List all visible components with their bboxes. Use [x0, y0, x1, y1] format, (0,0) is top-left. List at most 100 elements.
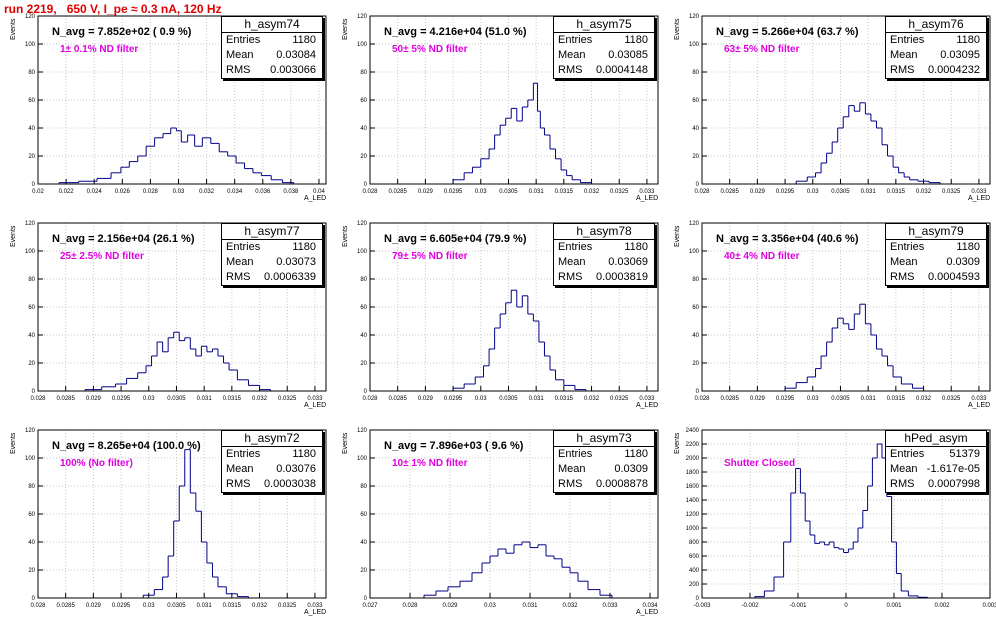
histogram-name: h_asym78: [554, 224, 654, 240]
stats-key: Mean: [890, 256, 918, 268]
stats-row: Mean 0.03084: [222, 48, 322, 63]
x-tick-label: 0.031: [197, 603, 213, 609]
y-tick-label: 0: [696, 596, 700, 602]
n-avg-label: N_avg = 7.852e+02 ( 0.9 %): [52, 26, 192, 38]
x-tick-label: 0.031: [522, 603, 538, 609]
n-avg-label: N_avg = 7.896e+03 ( 9.6 %): [384, 440, 524, 452]
x-tick-label: 0.028: [694, 189, 710, 195]
x-tick-label: 0.03: [475, 396, 487, 402]
plot-frame: [37, 222, 327, 392]
x-tick-label: 0.02: [32, 189, 44, 195]
histogram-name: h_asym72: [222, 431, 322, 447]
stats-row: Mean 0.03076: [222, 462, 322, 477]
y-tick-label: 80: [692, 70, 699, 76]
x-tick-label: 0.0285: [389, 396, 408, 402]
stats-row: Mean 0.03073: [222, 255, 322, 270]
x-tick-label: 0: [844, 603, 848, 609]
x-tick-label: 0.028: [694, 396, 710, 402]
y-tick-label: 40: [360, 126, 367, 132]
y-tick-label: 60: [28, 98, 35, 104]
stats-row: Entries 1180: [554, 33, 654, 48]
n-avg-label: N_avg = 5.266e+04 (63.7 %): [716, 26, 859, 38]
stats-value: 1180: [624, 34, 648, 46]
histogram-bins: [142, 449, 249, 598]
x-tick-label: 0.0325: [610, 189, 629, 195]
stats-key: RMS: [226, 271, 251, 283]
stats-row: RMS 0.0006339: [222, 270, 322, 285]
y-tick-label: 40: [360, 333, 367, 339]
x-tick-label: -0.001: [789, 603, 807, 609]
stats-row: Entries 51379: [886, 447, 986, 462]
y-tick-label: 0: [696, 182, 700, 188]
histogram-name: h_asym77: [222, 224, 322, 240]
x-tick-label: 0.032: [916, 396, 932, 402]
x-tick-label: 0.031: [861, 396, 877, 402]
stats-row: RMS 0.0007998: [886, 477, 986, 492]
stats-row: Entries 1180: [554, 240, 654, 255]
stats-box: hPed_asym Entries 51379 Mean -1.617e-05 RMS 0.…: [885, 430, 987, 493]
x-axis-label: A_LED: [968, 402, 991, 409]
y-tick-label: 20: [692, 361, 699, 367]
plot-frame: [37, 15, 327, 185]
x-tick-label: 0.0305: [167, 603, 186, 609]
y-tick-label: 20: [28, 361, 35, 367]
x-tick-label: 0.033: [639, 189, 655, 195]
y-axis-label: Events: [674, 18, 681, 40]
histogram-name: h_asym74: [222, 17, 322, 33]
stats-row: Mean 0.0309: [886, 255, 986, 270]
y-tick-label: 100: [689, 42, 700, 48]
x-tick-label: 0.032: [252, 396, 268, 402]
y-tick-label: 120: [25, 428, 36, 434]
x-axis-label: A_LED: [304, 609, 327, 616]
stats-value: -1.617e-05: [926, 463, 980, 475]
filter-label: 1± 0.1% ND filter: [60, 44, 139, 55]
filter-label: 100% (No filter): [60, 458, 133, 469]
x-tick-label: 0.024: [87, 189, 103, 195]
histogram-panel-h_asym75: 0 20 40 60 80 100 120 0.028 0.0285 0.029 0.0295 0.0…: [332, 0, 664, 207]
filter-label: Shutter Closed: [724, 458, 796, 469]
x-tick-label: 0.029: [442, 603, 458, 609]
histogram-name: h_asym79: [886, 224, 986, 240]
stats-value: 1180: [956, 241, 980, 253]
x-tick-label: 0.03: [807, 396, 819, 402]
y-tick-label: 120: [357, 428, 368, 434]
x-tick-label: 0.026: [115, 189, 131, 195]
histogram-bins: [84, 331, 272, 391]
stats-row: Entries 1180: [886, 240, 986, 255]
y-tick-label: 60: [692, 98, 699, 104]
y-tick-label: 100: [25, 249, 36, 255]
plot-frame: [701, 429, 991, 599]
x-tick-label: 0.032: [584, 396, 600, 402]
stats-row: Entries 1180: [554, 447, 654, 462]
page-title: run 2219, 650 V, I_pe ≈ 0.3 nA, 120 Hz: [4, 2, 222, 16]
stats-key: Entries: [890, 241, 925, 253]
stats-value: 0.03069: [608, 256, 648, 268]
stats-key: RMS: [226, 478, 251, 490]
stats-value: 1180: [292, 448, 316, 460]
stats-value: 0.03084: [276, 49, 316, 61]
y-tick-label: 1800: [686, 470, 700, 476]
stats-value: 0.0007998: [928, 478, 980, 490]
x-tick-label: 0.003: [982, 603, 996, 609]
stats-row: Mean 0.03085: [554, 48, 654, 63]
y-tick-label: 100: [25, 42, 36, 48]
x-tick-label: 0.031: [529, 396, 545, 402]
x-tick-label: 0.031: [197, 396, 213, 402]
x-tick-label: 0.03: [475, 189, 487, 195]
x-tick-label: 0.0305: [831, 189, 850, 195]
y-tick-label: 400: [689, 568, 700, 574]
y-tick-label: 120: [357, 221, 368, 227]
x-tick-label: 0.04: [313, 189, 325, 195]
y-tick-label: 80: [360, 277, 367, 283]
stats-key: Mean: [558, 463, 586, 475]
y-tick-label: 600: [689, 554, 700, 560]
n-avg-label: N_avg = 2.156e+04 (26.1 %): [52, 233, 195, 245]
x-tick-label: 0.0315: [555, 189, 574, 195]
histogram-panel-h_asym74: 0 20 40 60 80 100 120 0.02 0.022 0.024 0.026 0.028 0…: [0, 0, 332, 207]
y-tick-label: 80: [692, 277, 699, 283]
x-tick-label: 0.033: [639, 396, 655, 402]
x-tick-label: 0.029: [418, 189, 434, 195]
stats-row: Mean 0.0309: [554, 462, 654, 477]
x-tick-label: 0.0285: [57, 396, 76, 402]
